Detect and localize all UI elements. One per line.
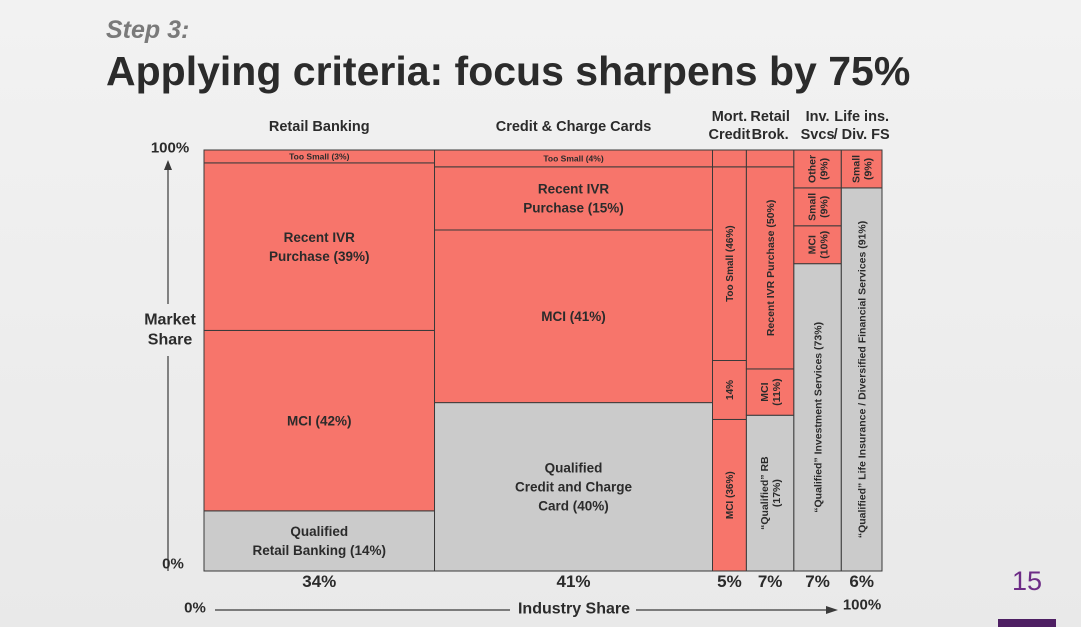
column-header-5: Life ins. / Div. FS: [834, 109, 890, 143]
column-header-1: Credit & Charge Cards: [496, 119, 652, 135]
segment-label-0-1: MCI (42%): [287, 413, 352, 428]
segment-3-1: [745, 368, 795, 416]
segment-1-1: [434, 229, 713, 404]
segment-label-5-0: “Qualified” Life Insurance / Diversified…: [856, 221, 868, 538]
column-width-label-4: 7%: [805, 572, 830, 591]
segment-label-0-2: Recent IVR Purchase (39%): [269, 230, 370, 264]
segment-4-0: [793, 263, 842, 572]
column-width-label-3: 7%: [758, 572, 783, 591]
segment-2-2: [712, 166, 747, 361]
segment-label-0-3: Too Small (3%): [289, 151, 349, 161]
segment-label-3-2: Recent IVR Purchase (50%): [765, 200, 777, 337]
segment-0-2: [203, 162, 436, 331]
segment-1-2: [434, 166, 713, 231]
slide-title: Applying criteria: focus sharpens by 75%: [106, 48, 911, 94]
column-header-4: Inv. Svcs: [801, 109, 835, 143]
segment-label-4-2: Small(9%): [806, 193, 830, 221]
segment-label-5-1: Small(9%): [850, 155, 874, 183]
segment-label-2-1: 14%: [725, 380, 736, 400]
column-width-label-1: 41%: [556, 572, 590, 591]
accent-tab: [998, 619, 1056, 627]
segment-label-0-0: Qualified Retail Banking (14%): [252, 524, 386, 558]
y-axis-arrow: [164, 160, 172, 170]
segment-label-1-2: Recent IVR Purchase (15%): [523, 182, 624, 216]
segment-2-1: [712, 360, 747, 420]
segment-1-0: [434, 402, 713, 572]
segment-4-1: [793, 225, 842, 265]
y-axis-max-label: 100%: [151, 139, 189, 156]
segment-label-4-0: “Qualified” Investment Services (73%): [812, 322, 824, 513]
y-axis-title: Market Share: [144, 312, 196, 349]
x-axis-arrow: [826, 606, 838, 614]
segment-label-1-0: Qualified Credit and Charge Card (40%): [515, 461, 633, 514]
segment-label-2-2: Too Small (46%): [725, 225, 736, 302]
segment-5-1: [840, 149, 883, 189]
step-label: Step 3:: [106, 16, 190, 44]
segment-4-3: [793, 149, 842, 189]
segment-2-3: [712, 149, 747, 168]
segment-label-3-1: MCI(11%): [759, 378, 783, 405]
segment-label-2-0: MCI (36%): [725, 471, 736, 519]
column-header-3: Retail Brok.: [750, 109, 790, 143]
page-number: 15: [1012, 566, 1043, 596]
segment-5-0: [840, 187, 883, 572]
segment-label-3-0: “Qualified” RB(17%): [759, 456, 783, 530]
x-axis-min-label: 0%: [184, 599, 206, 616]
y-axis-min-label: 0%: [162, 555, 184, 572]
segment-0-1: [203, 329, 436, 512]
segment-3-0: [745, 414, 795, 572]
segment-0-0: [203, 510, 436, 572]
column-header-0: Retail Banking: [269, 119, 370, 135]
segment-label-4-1: MCI(10%): [806, 231, 830, 259]
segment-label-1-3: Too Small (4%): [543, 153, 603, 163]
segment-3-2: [745, 166, 795, 370]
segment-label-4-3: Other(9%): [806, 155, 830, 183]
column-width-label-2: 5%: [717, 572, 742, 591]
column-header-2: Mort. Credit: [708, 109, 750, 143]
x-axis-max-label: 100%: [843, 596, 881, 613]
column-width-label-0: 34%: [302, 572, 336, 591]
x-axis-title: Industry Share: [518, 601, 630, 618]
segment-label-1-1: MCI (41%): [541, 309, 606, 324]
column-width-label-5: 6%: [849, 572, 874, 591]
segment-3-3: [745, 149, 795, 168]
segment-4-2: [793, 187, 842, 227]
